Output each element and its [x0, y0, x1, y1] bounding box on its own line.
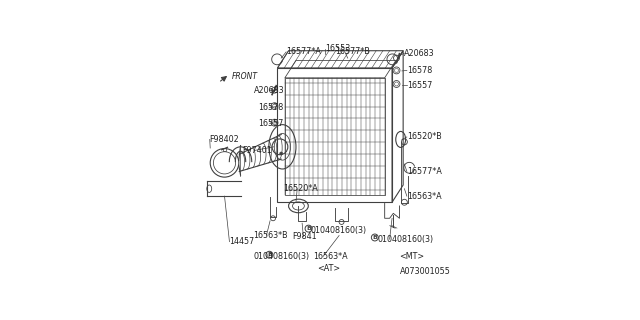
- Text: <MT>: <MT>: [399, 252, 424, 261]
- Text: 16563*A: 16563*A: [313, 252, 348, 261]
- Text: F97401: F97401: [242, 146, 271, 155]
- Text: 16557: 16557: [407, 81, 432, 90]
- Text: B: B: [306, 226, 311, 231]
- Text: 16577*A: 16577*A: [407, 167, 442, 176]
- Text: A073001055: A073001055: [399, 267, 451, 276]
- Text: 16577*A: 16577*A: [286, 47, 321, 56]
- Text: 16563*A: 16563*A: [407, 192, 442, 201]
- Text: F98402: F98402: [210, 135, 239, 144]
- Text: B: B: [372, 235, 377, 240]
- Bar: [223, 148, 226, 150]
- Circle shape: [280, 152, 283, 155]
- Text: 16557: 16557: [258, 119, 283, 128]
- Text: F9841: F9841: [292, 232, 317, 241]
- Text: A20683: A20683: [404, 49, 435, 58]
- Text: 010408160(3): 010408160(3): [378, 235, 433, 244]
- Text: 16577*B: 16577*B: [335, 47, 371, 56]
- Text: 14457: 14457: [230, 237, 255, 246]
- Text: 16520*A: 16520*A: [284, 184, 318, 193]
- Text: <AT>: <AT>: [317, 264, 340, 273]
- Text: 010408160(3): 010408160(3): [311, 226, 367, 235]
- Text: 16520*B: 16520*B: [407, 132, 442, 141]
- Text: FRONT: FRONT: [232, 72, 258, 81]
- Text: 16578: 16578: [407, 66, 432, 75]
- Text: A20683: A20683: [254, 86, 285, 95]
- Text: 16578: 16578: [258, 103, 283, 112]
- Text: 16563*B: 16563*B: [253, 231, 287, 240]
- Text: 16553: 16553: [325, 44, 350, 53]
- Text: B: B: [267, 252, 272, 257]
- Text: 010408160(3): 010408160(3): [253, 252, 309, 261]
